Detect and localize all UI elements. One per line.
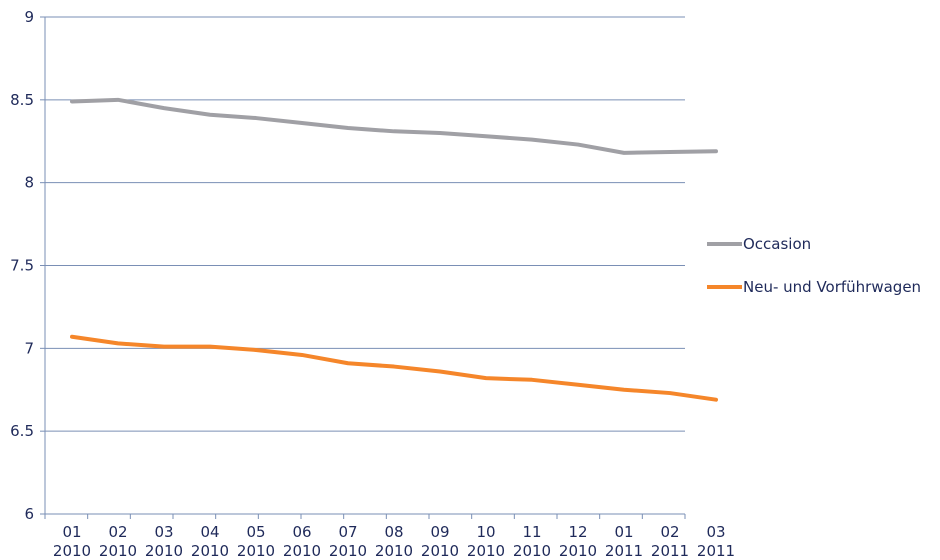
x-tick-label-month-9: 10 (476, 523, 495, 541)
x-tick-label-month-1: 02 (108, 523, 127, 541)
x-tick-label-year-4: 2010 (237, 542, 275, 560)
x-tick-label-month-7: 08 (384, 523, 403, 541)
x-tick-label-year-2: 2010 (145, 542, 183, 560)
x-tick-label-month-12: 01 (614, 523, 633, 541)
x-tick-label-year-0: 2010 (53, 542, 91, 560)
x-tick-label-year-12: 2011 (605, 542, 643, 560)
x-tick-label-month-11: 12 (568, 523, 587, 541)
x-tick-label-year-7: 2010 (375, 542, 413, 560)
x-tick-label-month-0: 01 (62, 523, 81, 541)
grid-lines (45, 16, 685, 432)
x-tick-label-year-10: 2010 (513, 542, 551, 560)
x-tick-label-month-5: 06 (292, 523, 311, 541)
x-tick-label-month-8: 09 (430, 523, 449, 541)
series-lines (70, 97, 718, 402)
x-tick-label-month-6: 07 (338, 523, 357, 541)
x-tick-label-month-2: 03 (154, 523, 173, 541)
x-tick-label-year-5: 2010 (283, 542, 321, 560)
x-axis-tick-labels: 0120100220100320100420100520100620100720… (53, 523, 735, 560)
x-tick-label-month-14: 03 (706, 523, 725, 541)
y-tick-label-3: 7.5 (10, 257, 34, 275)
series-line-0 (70, 97, 718, 155)
x-tick-label-year-8: 2010 (421, 542, 459, 560)
x-tick-label-year-9: 2010 (467, 542, 505, 560)
y-tick-label-5: 8.5 (10, 91, 34, 109)
y-axis-tick-labels: 6 6.5 7 7.5 8 8.5 9 (10, 8, 34, 523)
series-line-1 (70, 334, 718, 402)
x-tick-label-year-11: 2010 (559, 542, 597, 560)
x-tick-label-year-14: 2011 (697, 542, 735, 560)
y-tick-label-0: 6 (24, 505, 34, 523)
x-tick-label-month-4: 05 (246, 523, 265, 541)
y-tick-label-4: 8 (24, 174, 34, 192)
x-tick-label-year-6: 2010 (329, 542, 367, 560)
y-tick-label-6: 9 (24, 8, 34, 26)
legend-label-1: Neu- und Vorführwagen (743, 278, 921, 296)
legend: Occasion Neu- und Vorführwagen (707, 235, 921, 296)
x-tick-label-year-1: 2010 (99, 542, 137, 560)
y-tick-label-2: 7 (24, 339, 34, 357)
legend-label-0: Occasion (743, 235, 811, 253)
x-tick-label-month-10: 11 (522, 523, 541, 541)
x-tick-label-year-3: 2010 (191, 542, 229, 560)
x-tick-label-year-13: 2011 (651, 542, 689, 560)
axes (40, 16, 686, 519)
x-tick-label-month-13: 02 (660, 523, 679, 541)
x-tick-label-month-3: 04 (200, 523, 219, 541)
y-tick-label-1: 6.5 (10, 422, 34, 440)
